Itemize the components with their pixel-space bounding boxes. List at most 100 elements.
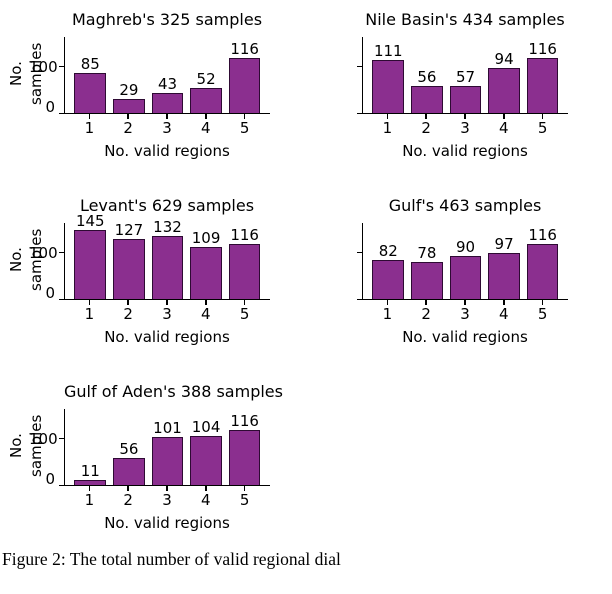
x-axis-ticks: 1 2 3 4 5 xyxy=(64,486,270,512)
x-tick: 4 xyxy=(186,114,225,140)
chart-title: Levant's 629 samples xyxy=(79,196,255,215)
x-tick-mark xyxy=(88,486,91,491)
x-tick-label: 4 xyxy=(499,119,509,137)
x-tick: 2 xyxy=(109,486,148,512)
bar-slot: 85 xyxy=(71,56,110,113)
x-tick-mark xyxy=(127,486,129,491)
x-tick-mark xyxy=(205,300,207,305)
x-tick-label: 5 xyxy=(537,305,548,323)
bar-value-label: 111 xyxy=(373,42,403,61)
x-tick: 1 xyxy=(70,300,109,326)
y-tick-mark xyxy=(59,112,64,114)
x-tick: 5 xyxy=(225,300,264,326)
bar xyxy=(449,85,482,113)
bar-slot: 104 xyxy=(187,419,226,485)
bar-slot: 82 xyxy=(369,243,408,299)
x-tick-mark xyxy=(386,300,389,305)
x-tick: 2 xyxy=(109,114,148,140)
bar-value-label: 127 xyxy=(114,220,144,239)
y-tick-mark xyxy=(59,251,64,254)
x-tick-label: 2 xyxy=(123,119,133,137)
bar xyxy=(74,479,107,485)
x-tick: 1 xyxy=(368,300,407,326)
x-tick-mark xyxy=(464,114,466,119)
x-tick-mark xyxy=(88,114,91,119)
x-tick-label: 2 xyxy=(421,119,431,137)
bar xyxy=(113,238,145,299)
bar xyxy=(190,247,222,299)
bar-value-label: 56 xyxy=(119,440,139,459)
bar xyxy=(228,243,261,299)
bar-slot: 101 xyxy=(148,420,187,485)
bar-value-label: 52 xyxy=(196,70,216,89)
x-tick: 4 xyxy=(484,114,523,140)
y-tick-label: 0 xyxy=(45,470,55,488)
y-axis-ticks xyxy=(326,224,362,300)
x-tick-label: 5 xyxy=(239,491,250,509)
y-axis-ticks: 0 100 xyxy=(28,224,64,302)
x-tick-mark xyxy=(541,300,544,305)
bar xyxy=(488,252,520,299)
x-tick-mark xyxy=(127,114,129,119)
bar xyxy=(74,230,107,299)
x-tick-mark xyxy=(503,300,505,305)
chart-title: Nile Basin's 434 samples xyxy=(365,10,565,29)
x-axis-ticks: 1 2 3 4 5 xyxy=(64,114,270,140)
chart-panel-0: Maghreb's 325 samples No. samples 0 100 85 29… xyxy=(6,8,304,164)
bar-slot: 94 xyxy=(485,51,524,113)
bar-slot: 145 xyxy=(71,213,110,299)
x-tick: 1 xyxy=(368,114,407,140)
x-tick-mark xyxy=(503,114,505,119)
y-tick-mark xyxy=(59,298,64,300)
x-axis-label: No. valid regions xyxy=(104,142,230,160)
bar-value-label: 57 xyxy=(455,67,476,86)
bar xyxy=(228,57,261,113)
chart-panel-1: Nile Basin's 434 samples 111 56 57 94 116 1 2 3 4… xyxy=(304,8,602,164)
bar xyxy=(372,260,405,299)
bar-slot: 116 xyxy=(225,41,264,113)
x-tick-mark xyxy=(464,300,466,305)
bar-slot: 109 xyxy=(187,230,226,299)
bar-slot: 116 xyxy=(225,227,264,299)
y-axis-ticks: 0 100 xyxy=(28,38,64,116)
bar xyxy=(372,60,405,113)
bar-slot: 52 xyxy=(187,71,226,113)
x-tick: 4 xyxy=(186,486,225,512)
chart-panel-2: Levant's 629 samples No. samples 0 100 145 12… xyxy=(6,194,304,350)
bar-slot: 132 xyxy=(148,219,187,299)
bar-slot: 57 xyxy=(446,69,485,113)
bar xyxy=(449,256,482,299)
bar xyxy=(74,72,107,113)
y-tick-label: 100 xyxy=(29,429,58,448)
y-tick-label: 0 xyxy=(45,98,55,116)
x-tick-mark xyxy=(541,114,544,119)
x-tick-mark xyxy=(243,486,246,491)
x-tick: 4 xyxy=(484,300,523,326)
x-tick-label: 3 xyxy=(162,305,172,323)
chart-panel-4: Gulf of Aden's 388 samples No. samples 0 10… xyxy=(6,380,304,536)
x-axis-label: No. valid regions xyxy=(402,328,528,346)
y-tick-mark xyxy=(357,65,362,68)
chart-title: Maghreb's 325 samples xyxy=(71,10,263,29)
bar-value-label: 78 xyxy=(417,243,437,262)
y-tick-mark xyxy=(357,112,362,114)
bar-value-label: 109 xyxy=(191,229,221,248)
chart-title: Gulf of Aden's 388 samples xyxy=(64,382,283,401)
bar-value-label: 101 xyxy=(153,419,182,438)
x-axis-ticks: 1 2 3 4 5 xyxy=(362,114,568,140)
bar-value-label: 145 xyxy=(75,212,105,231)
bar-value-label: 56 xyxy=(417,68,437,87)
bar-slot: 90 xyxy=(446,239,485,299)
y-axis-label xyxy=(304,220,326,300)
bar-value-label: 116 xyxy=(230,411,259,430)
x-tick-label: 3 xyxy=(162,491,172,509)
bar-value-label: 132 xyxy=(153,218,182,237)
bar xyxy=(190,435,222,485)
bar-value-label: 116 xyxy=(528,225,557,244)
bar-value-label: 90 xyxy=(455,238,476,257)
x-tick: 3 xyxy=(148,486,187,512)
x-tick-mark xyxy=(166,486,168,491)
x-tick-label: 2 xyxy=(123,305,133,323)
figure-caption: Figure 2: The total number of valid regi… xyxy=(2,549,341,569)
bar xyxy=(228,429,261,485)
